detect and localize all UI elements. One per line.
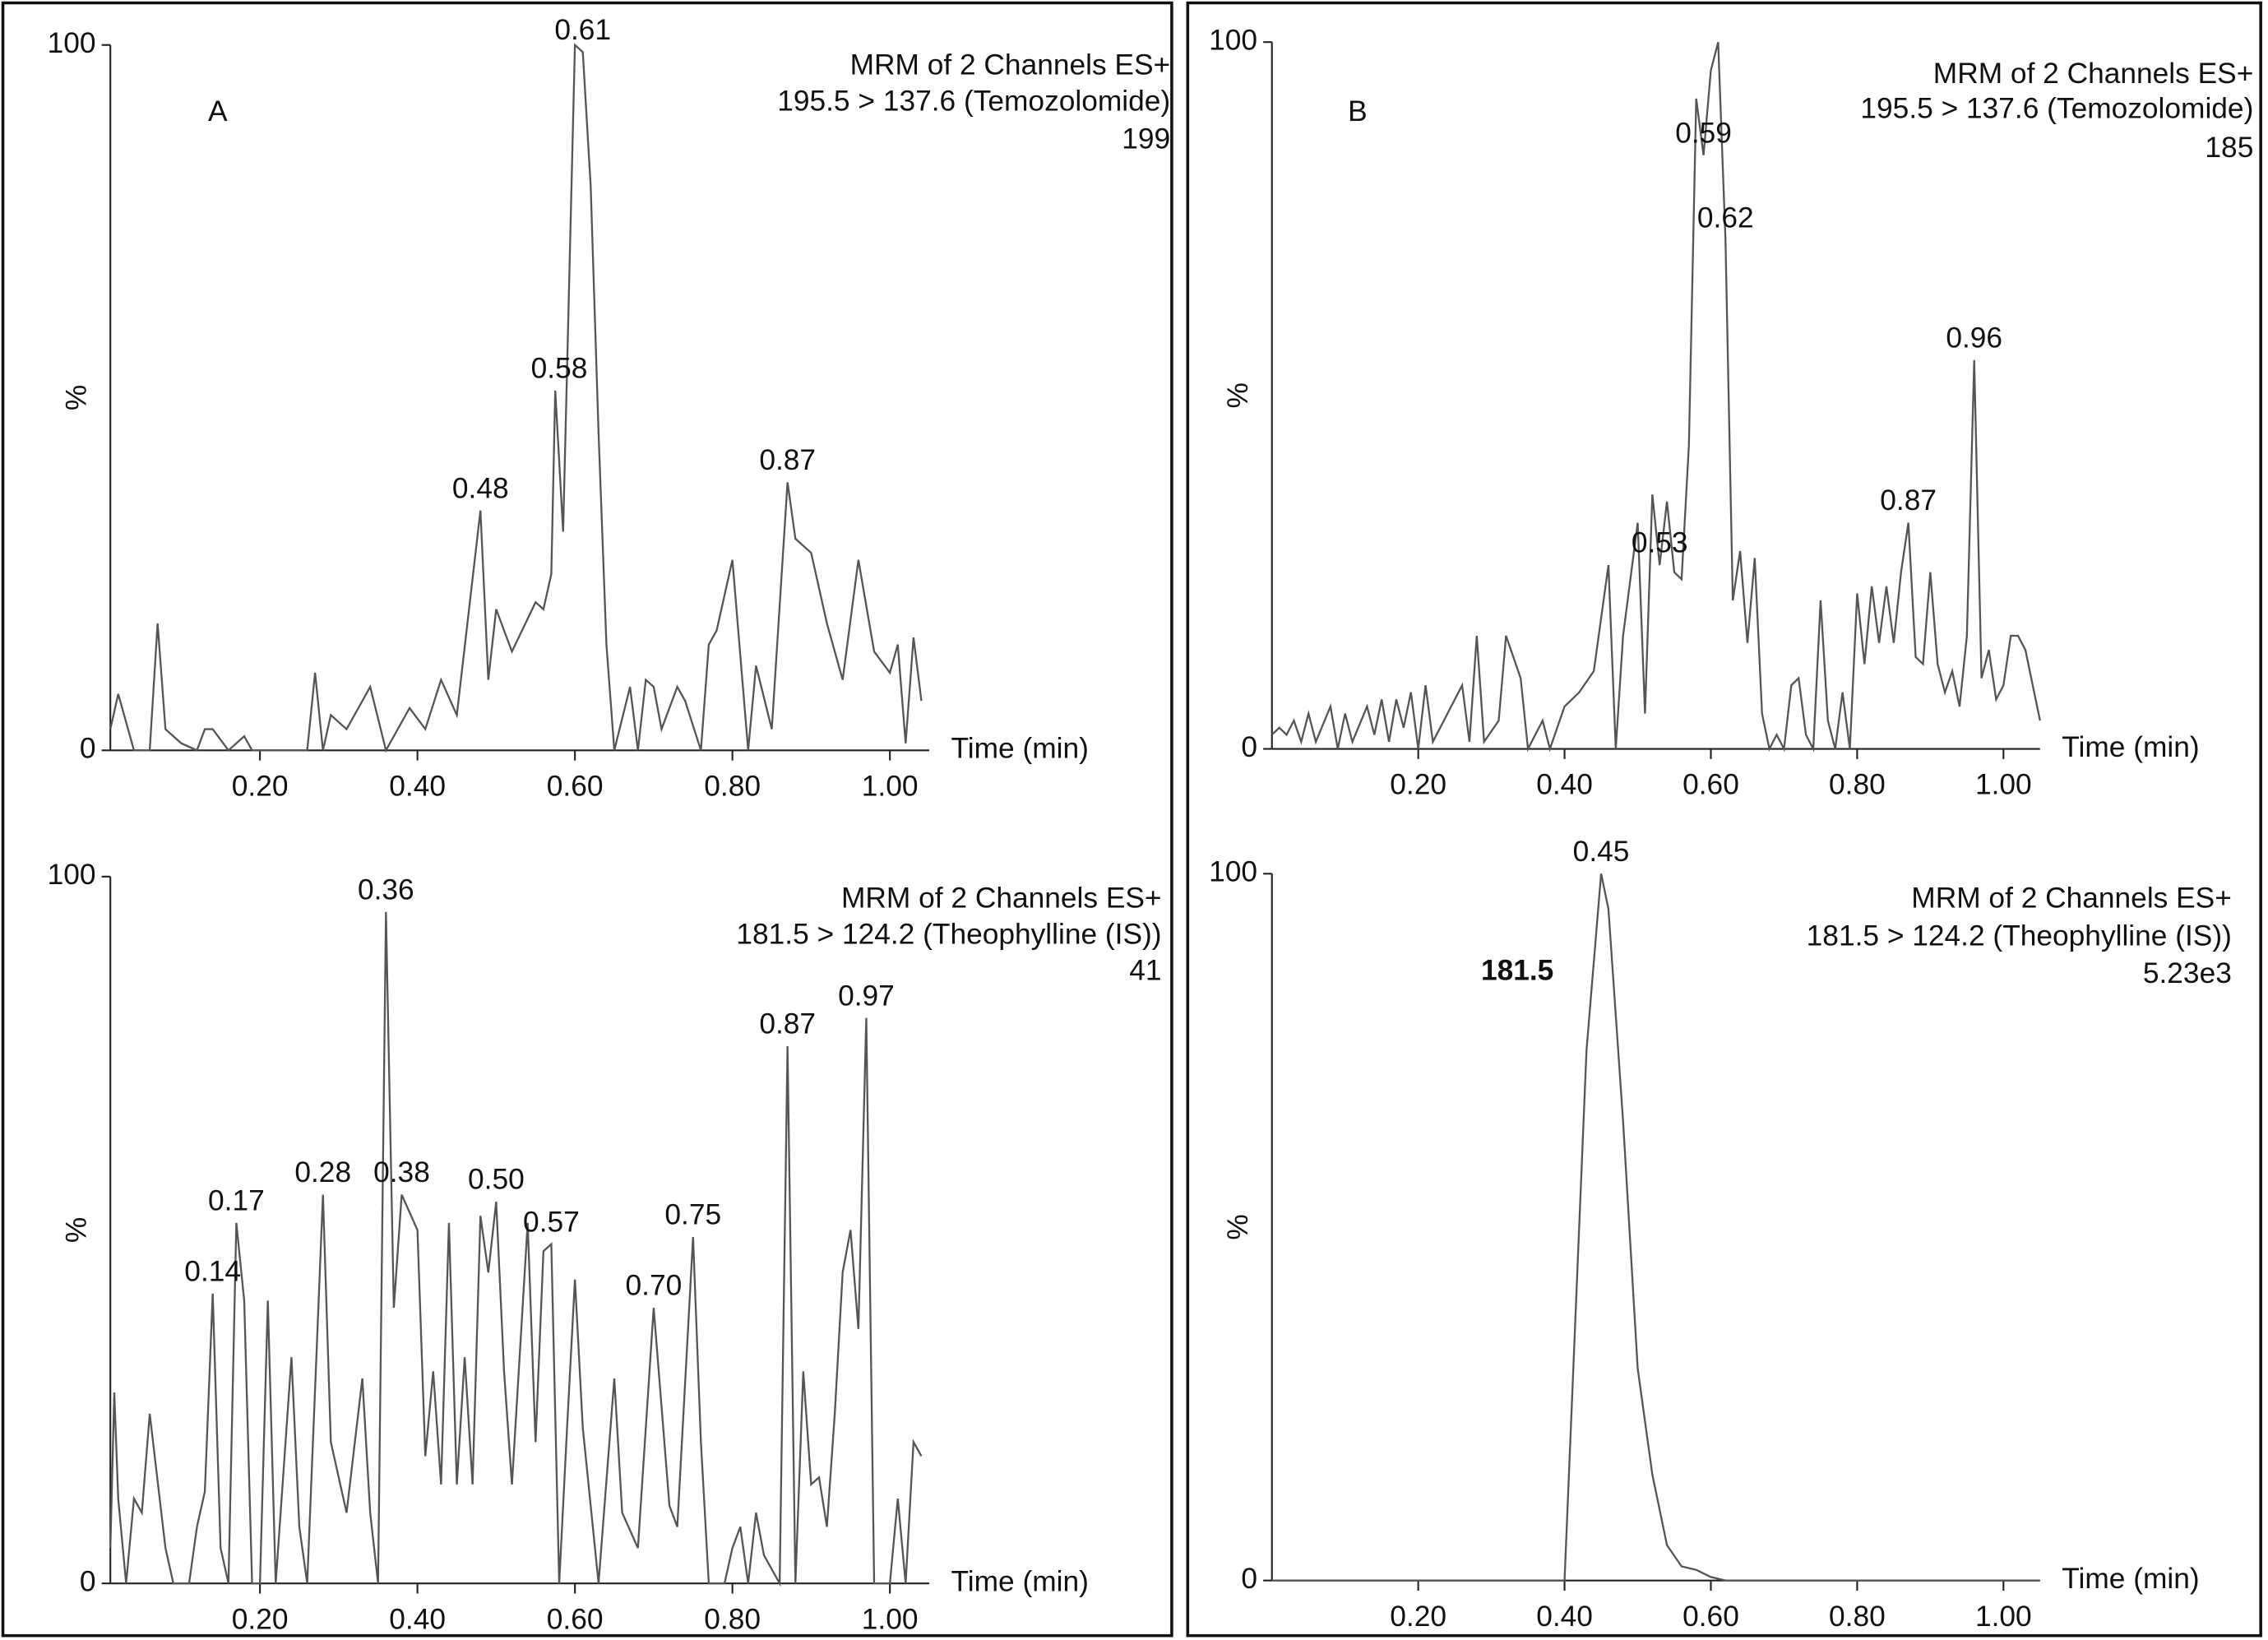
peak-label: 0.17 [208,1185,265,1217]
panel-b-border [1186,1,2262,1638]
panel-label: A [208,95,228,127]
peak-label: 0.96 [1946,322,2002,354]
y-tick-label: 0 [1241,731,1257,763]
peak-label: 0.50 [468,1164,525,1196]
x-tick-label: 1.00 [862,771,919,803]
peak-label: 0.58 [531,353,588,385]
x-tick-label: 0.20 [232,771,289,803]
y-tick-label: 100 [48,859,96,891]
x-tick-label: 0.80 [1829,769,1886,801]
trace-info: MRM of 2 Channels ES+ [841,882,1162,914]
y-tick-label: 100 [1209,856,1257,888]
trace-info: 195.5 > 137.6 (Temozolomide) [777,86,1170,118]
peak-label: 0.28 [294,1156,351,1188]
x-tick-label: 0.20 [1390,1601,1446,1633]
x-tick-label: 0.40 [389,1603,446,1635]
y-axis-label: % [1222,382,1254,408]
y-axis-label: % [1222,1214,1254,1239]
chromatogram-line [1271,41,2041,753]
compound-label: 181.5 [1481,955,1553,987]
y-axis-label: % [61,1217,93,1243]
x-tick-label: 0.60 [547,771,604,803]
peak-label: 0.45 [1573,836,1630,868]
trace-info: MRM of 2 Channels ES+ [850,49,1171,81]
x-axis-label: Time (min) [951,733,1089,765]
trace-info: 199 [1122,123,1170,155]
x-axis-label: Time (min) [951,1566,1089,1598]
peak-label: 0.61 [554,14,611,46]
x-axis-label: Time (min) [2062,1563,2199,1595]
trace-info: 181.5 > 124.2 (Theophylline (IS)) [1807,920,2232,952]
y-tick-label: 0 [1241,1563,1257,1595]
peak-label: 0.59 [1675,117,1732,149]
peak-label: 0.97 [838,980,895,1012]
x-tick-label: 1.00 [862,1603,919,1635]
trace-info: 195.5 > 137.6 (Temozolomide) [1860,92,2253,124]
x-tick-label: 0.60 [1682,1601,1739,1633]
chromatogram-line [109,43,923,753]
x-tick-label: 0.20 [232,1603,289,1635]
peak-label: 0.38 [373,1156,430,1188]
chromatogram-line [109,911,923,1587]
panel-label: B [1348,95,1368,127]
y-tick-label: 0 [80,1566,96,1598]
x-tick-label: 1.00 [1975,769,2032,801]
peak-label: 0.36 [358,873,414,906]
x-axis-label: Time (min) [2062,731,2199,763]
trace-info: 41 [1129,955,1161,987]
x-tick-label: 0.40 [389,771,446,803]
trace-info: MRM of 2 Channels ES+ [1911,882,2232,914]
trace-info: 181.5 > 124.2 (Theophylline (IS)) [736,919,1161,951]
y-axis-label: % [61,385,93,410]
peak-label: 0.48 [452,472,509,504]
trace-info: MRM of 2 Channels ES+ [1933,58,2254,90]
x-tick-label: 0.80 [1829,1601,1886,1633]
y-tick-label: 100 [48,27,96,59]
panel-a-border [1,1,1173,1638]
peak-label: 0.14 [184,1255,241,1287]
peak-label: 0.53 [1632,527,1688,559]
y-tick-label: 0 [80,733,96,765]
y-tick-label: 100 [1209,25,1257,57]
peak-label: 0.87 [759,1008,816,1040]
peak-label: 0.62 [1697,202,1754,234]
peak-label: 0.75 [664,1199,721,1231]
x-tick-label: 0.60 [1682,769,1739,801]
peak-label: 0.57 [523,1206,580,1238]
trace-info: 185 [2205,132,2253,164]
x-tick-label: 0.80 [704,1603,761,1635]
x-tick-label: 0.40 [1536,769,1593,801]
peak-label: 0.87 [1880,484,1937,517]
x-tick-label: 1.00 [1975,1601,2032,1633]
peak-label: 0.70 [626,1270,683,1302]
chromatogram-line [1271,873,2040,1582]
x-tick-label: 0.40 [1536,1601,1593,1633]
x-tick-label: 0.80 [704,771,761,803]
x-tick-label: 0.60 [547,1603,604,1635]
peak-label: 0.87 [759,444,816,476]
x-tick-label: 0.20 [1390,769,1446,801]
trace-info: 5.23e3 [2143,957,2232,989]
